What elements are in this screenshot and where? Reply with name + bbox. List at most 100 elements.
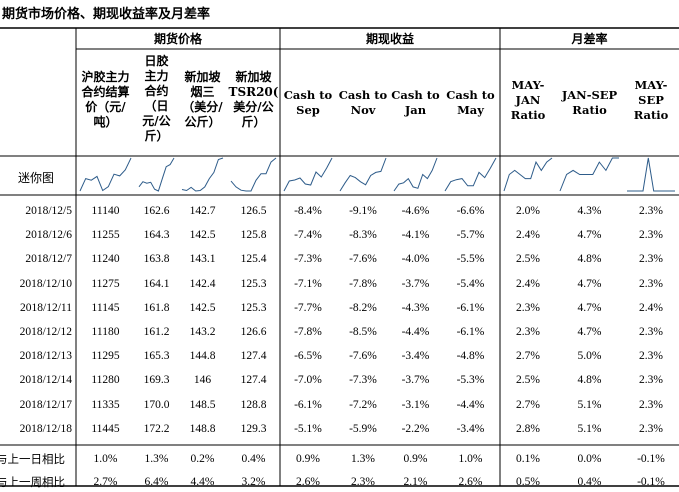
sparkline-7: [393, 157, 438, 192]
row-date: 2018/12/10: [19, 277, 72, 290]
group-header-futures: 期货价格: [153, 32, 202, 46]
summary-cell: 0.2%: [190, 453, 215, 465]
summary-label: 与上一周相比: [0, 475, 65, 489]
page-title: 期货市场价格、期现收益率及月差率: [2, 7, 211, 22]
table-cell: 11275: [91, 277, 120, 290]
table-cell: 2.8%: [516, 422, 540, 435]
sparkline-8: [444, 157, 497, 192]
table-cell: -5.3%: [456, 374, 485, 387]
table-cell: -7.8%: [294, 326, 322, 338]
column-header-5: Cash to Sep: [283, 88, 333, 117]
table-cell: -8.3%: [349, 229, 377, 242]
table-cell: -3.4%: [456, 422, 485, 435]
table-cell: -4.4%: [401, 326, 430, 338]
table-cell: 125.8: [240, 229, 267, 242]
summary-cell: 0.4%: [577, 476, 602, 488]
table-cell: 2.0%: [516, 205, 540, 217]
row-date: 2018/12/6: [25, 229, 72, 242]
table-cell: 170.0: [143, 398, 170, 411]
table-cell: -6.6%: [456, 205, 485, 217]
table-cell: -6.1%: [294, 398, 322, 411]
table-cell: -7.6%: [349, 350, 377, 363]
table-cell: 142.4: [189, 277, 216, 290]
summary-cell: 6.4%: [144, 476, 169, 488]
table-cell: 11445: [91, 422, 120, 435]
table-cell: 2.5%: [516, 253, 540, 266]
table-cell: 125.3: [240, 301, 267, 314]
table-cell: 2.4%: [516, 277, 540, 290]
table-cell: 2.3%: [639, 326, 663, 338]
table-cell: 161.2: [143, 326, 170, 338]
table-cell: 164.1: [143, 277, 170, 290]
table-cell: -5.7%: [456, 229, 485, 242]
table-cell: 11240: [91, 253, 120, 266]
table-cell: -2.2%: [401, 422, 430, 435]
table-cell: -3.7%: [401, 277, 430, 290]
summary-cell: 2.6%: [296, 476, 320, 488]
sparkline-9: [503, 157, 553, 192]
sparkline-2: [138, 157, 175, 192]
table-cell: 2.3%: [639, 277, 663, 290]
table-cell: 143.1: [189, 253, 216, 266]
table-cell: 172.2: [143, 422, 170, 435]
table-cell: -7.6%: [349, 253, 377, 266]
table-cell: 125.3: [240, 277, 267, 290]
table-cell: -5.1%: [294, 422, 322, 435]
table-cell: 165.3: [143, 350, 170, 363]
table-cell: -3.1%: [401, 398, 430, 411]
row-date: 2018/12/12: [19, 326, 72, 338]
summary-cell: 0.1%: [516, 453, 540, 465]
table-cell: -7.3%: [294, 253, 322, 266]
column-header-8: Cash to May: [446, 88, 495, 117]
table-cell: 142.7: [189, 205, 216, 217]
summary-cell: 4.4%: [190, 476, 215, 488]
table-cell: -3.7%: [401, 374, 430, 387]
table-cell: 5.0%: [577, 350, 602, 363]
table-cell: 2.3%: [639, 205, 663, 217]
row-date: 2018/12/13: [19, 350, 72, 363]
table-cell: 161.8: [143, 301, 170, 314]
table-cell: 11335: [91, 398, 120, 411]
sparkline-label: 迷你图: [18, 171, 55, 185]
column-header-3: 新加坡 烟三 （美分/ 公斤）: [182, 70, 223, 129]
table-cell: 11255: [91, 229, 120, 242]
table-cell: 146: [193, 374, 212, 387]
table-cell: 4.8%: [577, 374, 602, 387]
table-cell: 2.3%: [516, 326, 540, 338]
summary-cell: 1.0%: [93, 453, 118, 465]
column-header-10: JAN-SEP Ratio: [561, 88, 618, 117]
summary-cell: 0.5%: [516, 476, 540, 488]
table-cell: -4.4%: [456, 398, 485, 411]
table-cell: -7.0%: [294, 374, 322, 387]
sparkline-4: [230, 157, 277, 192]
table-cell: 2.3%: [639, 253, 663, 266]
table-cell: 127.4: [240, 374, 267, 387]
table-cell: 5.1%: [577, 398, 602, 411]
table-cell: 2.3%: [639, 398, 663, 411]
table-cell: -7.1%: [294, 277, 322, 290]
table-cell: 11145: [91, 301, 120, 314]
row-date: 2018/12/7: [25, 253, 72, 266]
row-date: 2018/12/14: [19, 374, 72, 387]
summary-cell: -0.1%: [637, 476, 665, 488]
table-cell: -5.5%: [456, 253, 485, 266]
summary-cell: 1.3%: [351, 453, 375, 465]
table-cell: 129.3: [240, 422, 267, 435]
table-cell: 2.3%: [639, 350, 663, 363]
sparkline-10: [559, 157, 619, 192]
column-header-2: 日胶 主力 合约 （日 元/公 斤）: [142, 54, 171, 143]
table-cell: 148.5: [189, 398, 216, 411]
table-cell: -8.2%: [349, 301, 377, 314]
column-header-6: Cash to Nov: [338, 88, 388, 117]
column-header-11: MAY- SEP Ratio: [633, 78, 669, 122]
table-cell: -5.4%: [456, 277, 485, 290]
table-cell: 128.8: [240, 398, 267, 411]
table-cell: -9.1%: [349, 205, 377, 217]
summary-cell: 2.1%: [403, 476, 428, 488]
table-cell: 2.3%: [516, 301, 540, 314]
sparkline-11: [627, 157, 675, 192]
table-cell: -7.4%: [294, 229, 322, 242]
table-cell: 4.8%: [577, 253, 602, 266]
table-cell: -7.2%: [349, 398, 377, 411]
